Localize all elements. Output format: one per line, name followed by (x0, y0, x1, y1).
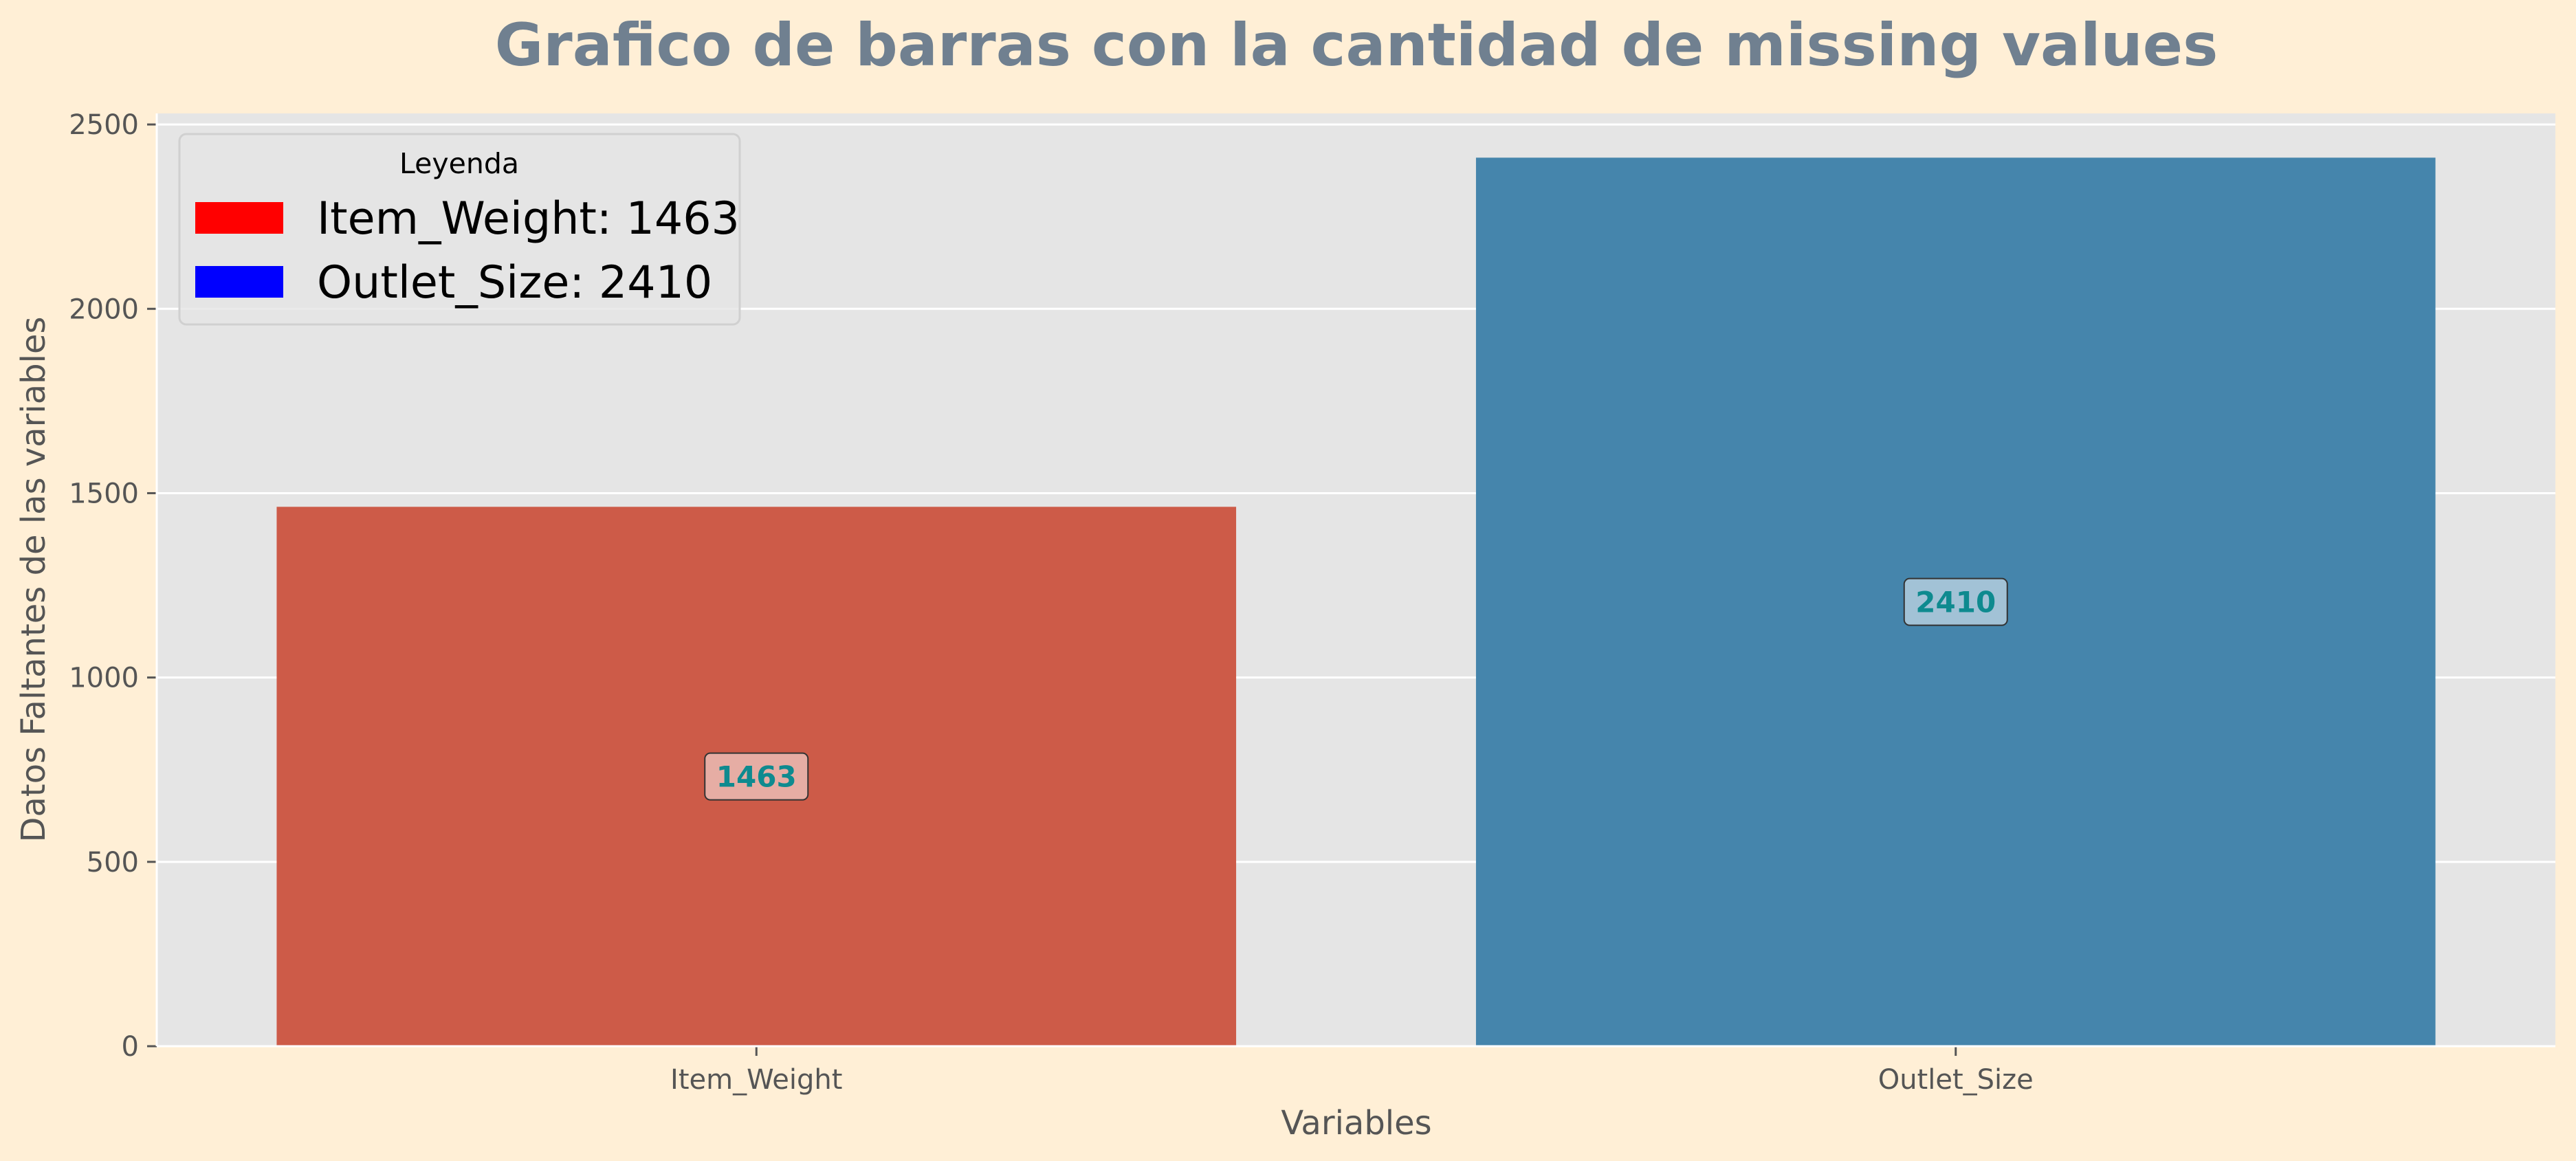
data-label-box-outlet-size (1903, 577, 2008, 626)
x-tick-label-outlet-size: Outlet_Size (1878, 1064, 2034, 1096)
chart-title: Grafico de barras con la cantidad de mis… (495, 11, 2219, 80)
data-label-box-item-weight (704, 752, 809, 801)
legend-entry-outlet-size: Outlet_Size: 2410 (317, 257, 712, 309)
y-axis-label: Datos Faltantes de las variables (14, 317, 53, 843)
y-tick-label: 500 (87, 847, 139, 878)
axes (147, 113, 2555, 1056)
legend-swatch-item-weight (195, 202, 283, 234)
y-tick-label: 0 (122, 1031, 139, 1063)
x-axis-label: Variables (1281, 1104, 1431, 1142)
x-tick-label-item-weight: Item_Weight (670, 1064, 842, 1096)
y-tick-label: 2500 (69, 109, 139, 141)
y-tick-label: 1500 (69, 478, 139, 509)
tick-labels: 0 500 1000 1500 2000 2500 Item_Weight Outlet_Si… (69, 109, 2034, 1096)
legend-box (178, 133, 741, 326)
data-label-outlet-size: 2410 (1915, 586, 1996, 619)
legend-title: Leyenda (399, 147, 519, 180)
data-label-item-weight: 1463 (716, 760, 797, 794)
legend: Leyenda Item_Weight: 1463 Outlet_Size: 2… (178, 133, 741, 326)
data-labels: 1463 2410 (704, 577, 2008, 801)
y-tick-label: 1000 (69, 663, 139, 694)
y-tick-label: 2000 (69, 294, 139, 325)
legend-entry-item-weight: Item_Weight: 1463 (317, 193, 740, 245)
legend-swatch-outlet-size (195, 266, 283, 298)
